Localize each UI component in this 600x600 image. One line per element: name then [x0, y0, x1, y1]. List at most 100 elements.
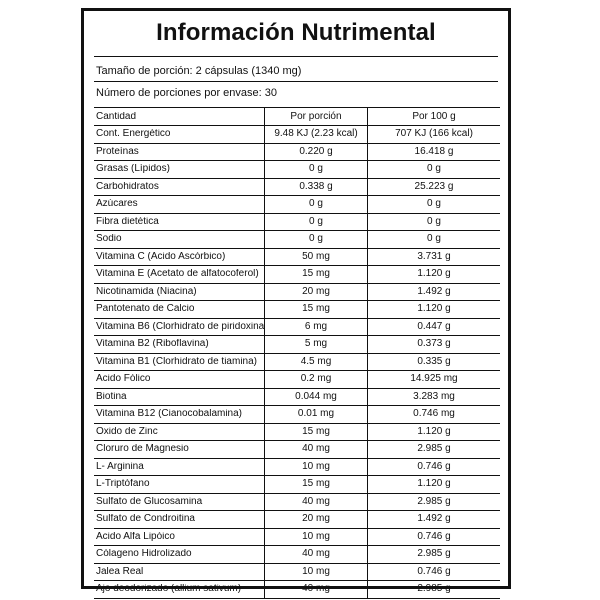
per-serving-cell: 15 mg — [264, 266, 367, 283]
table-row: Vitamina B12 (Cianocobalamina) 0.01 mg 0.7… — [94, 406, 500, 424]
nutrient-name-cell: Cont. Energético — [96, 129, 171, 140]
nutrient-name-cell: Jalea Real — [96, 566, 144, 577]
per-serving-cell: 50 mg — [264, 248, 367, 265]
header-per-serving: Por porción — [264, 108, 367, 125]
per-serving-cell: 15 mg — [264, 423, 367, 440]
nutrient-name-cell: Cólageno Hidrolizado — [96, 549, 192, 560]
nutrient-name-cell: Grasas (Lípidos) — [96, 164, 170, 175]
per-100g-cell: 1.120 g — [367, 301, 500, 318]
servings-per-container: Número de porciones por envase: 30 — [96, 87, 277, 99]
per-serving-cell: 15 mg — [264, 476, 367, 493]
per-100g-cell: 1.492 g — [367, 511, 500, 528]
per-100g-cell: 0 g — [367, 196, 500, 213]
per-100g-cell: 0.746 g — [367, 458, 500, 475]
per-100g-cell: 0.447 g — [367, 318, 500, 335]
nutrient-name-cell: Nicotinamida (Niacina) — [96, 286, 197, 297]
table-row: Vitamina B2 (Riboflavina) 5 mg 0.373 g — [94, 336, 500, 354]
table-row: Carbohidratos 0.338 g 25.223 g — [94, 178, 500, 196]
nutrient-name-cell: Vitamina E (Acetato de alfatocoferol) — [96, 269, 259, 280]
per-100g-cell: 1.120 g — [367, 423, 500, 440]
header-per-100g: Por 100 g — [367, 108, 500, 125]
per-100g-cell: 2.985 g — [367, 493, 500, 510]
table-row: Oxido de Zinc 15 mg 1.120 g — [94, 423, 500, 441]
nutrient-name-cell: Vitamina B6 (Clorhidrato de piridoxina) — [96, 321, 264, 332]
per-100g-cell: 3.283 mg — [367, 388, 500, 405]
nutrient-name-cell: Proteínas — [96, 146, 139, 157]
nutrient-name-cell: L- Arginina — [96, 461, 144, 472]
per-serving-cell: 10 mg — [264, 458, 367, 475]
table-row: L-Triptófano 15 mg 1.120 g — [94, 476, 500, 494]
table-row: Nicotinamida (Niacina) 20 mg 1.492 g — [94, 283, 500, 301]
table-row: Sulfato de Glucosamina 40 mg 2.985 g — [94, 493, 500, 511]
per-100g-cell: 2.985 g — [367, 546, 500, 563]
table-row: Cólageno Hidrolizado 40 mg 2.985 g — [94, 546, 500, 564]
nutrient-name-cell: Vitamina C (Ácido Ascórbico) — [96, 251, 226, 262]
per-100g-cell: 1.492 g — [367, 283, 500, 300]
nutrient-name-cell: Pantotenato de Calcio — [96, 304, 195, 315]
per-serving-cell: 15 mg — [264, 301, 367, 318]
per-100g-cell: 0 g — [367, 161, 500, 178]
table-row: Cont. Energético 9.48 KJ (2.23 kcal) 707 K… — [94, 126, 500, 144]
header-quantity: Cantidad — [96, 111, 137, 122]
table-header-row: Cantidad Por porción Por 100 g — [94, 108, 500, 126]
per-100g-cell: 16.418 g — [367, 143, 500, 160]
per-serving-cell: 5 mg — [264, 336, 367, 353]
table-row: Ácido Fólico 0.2 mg 14.925 mg — [94, 371, 500, 389]
nutrient-name-cell: Oxido de Zinc — [96, 426, 158, 437]
nutrient-name-cell: Cloruro de Magnesio — [96, 444, 189, 455]
per-serving-cell: 0 g — [264, 161, 367, 178]
per-100g-cell: 0.746 g — [367, 528, 500, 545]
panel-title: Información Nutrimental — [156, 19, 436, 46]
per-serving-cell: 0 g — [264, 213, 367, 230]
table-row: Ácido Alfa Lipóico 10 mg 0.746 g — [94, 528, 500, 546]
per-serving-cell: 0 g — [264, 231, 367, 248]
per-serving-cell: 0 g — [264, 196, 367, 213]
nutrient-name-cell: L-Triptófano — [96, 479, 150, 490]
per-100g-cell: 0 g — [367, 213, 500, 230]
table-row: Jalea Real 10 mg 0.746 g — [94, 563, 500, 581]
title-divider — [94, 56, 498, 57]
table-row: Cloruro de Magnesio 40 mg 2.985 g — [94, 441, 500, 459]
per-100g-cell: 0.746 g — [367, 563, 500, 580]
per-serving-cell: 10 mg — [264, 563, 367, 580]
table-row: Vitamina B1 (Clorhidrato de tiamina) 4.5 … — [94, 353, 500, 371]
per-100g-cell: 1.120 g — [367, 266, 500, 283]
per-serving-cell: 10 mg — [264, 528, 367, 545]
per-100g-cell: 2.985 g — [367, 581, 500, 598]
nutrient-name-cell: Vitamina B2 (Riboflavina) — [96, 339, 209, 350]
nutrient-name-cell: Sodio — [96, 234, 122, 245]
per-100g-cell: 0.746 mg — [367, 406, 500, 423]
per-serving-cell: 40 mg — [264, 581, 367, 598]
per-100g-cell: 0 g — [367, 231, 500, 248]
nutrient-name-cell: Carbohidratos — [96, 181, 159, 192]
nutrient-name-cell: Fibra dietética — [96, 216, 159, 227]
per-serving-cell: 40 mg — [264, 441, 367, 458]
per-serving-cell: 20 mg — [264, 283, 367, 300]
table-row: Vitamina B6 (Clorhidrato de piridoxina) 6… — [94, 318, 500, 336]
per-serving-cell: 20 mg — [264, 511, 367, 528]
nutrient-name-cell: Biotina — [96, 391, 127, 402]
nutrient-name-cell: Ácido Fólico — [96, 374, 151, 385]
per-serving-cell: 0.044 mg — [264, 388, 367, 405]
per-serving-cell: 40 mg — [264, 493, 367, 510]
serving-size: Tamaño de porción: 2 cápsulas (1340 mg) — [96, 65, 302, 77]
table-row: Vitamina E (Acetato de alfatocoferol) 15 … — [94, 266, 500, 284]
per-serving-cell: 9.48 KJ (2.23 kcal) — [264, 126, 367, 143]
nutrient-name-cell: Sulfato de Glucosamina — [96, 496, 203, 507]
per-serving-cell: 0.2 mg — [264, 371, 367, 388]
table-row: Ajo deodorizado (allium sativum) 40 mg 2.9… — [94, 581, 500, 599]
nutrient-name-cell: Vitamina B12 (Cianocobalamina) — [96, 409, 243, 420]
per-100g-cell: 14.925 mg — [367, 371, 500, 388]
nutrient-name-cell: Ácido Alfa Lipóico — [96, 531, 175, 542]
per-100g-cell: 0.335 g — [367, 353, 500, 370]
per-serving-cell: 40 mg — [264, 546, 367, 563]
per-100g-cell: 707 KJ (166 kcal) — [367, 126, 500, 143]
per-100g-cell: 1.120 g — [367, 476, 500, 493]
per-serving-cell: 0.338 g — [264, 178, 367, 195]
serving-divider — [94, 81, 498, 82]
nutrient-name-cell: Ajo deodorizado (allium sativum) — [96, 584, 242, 595]
per-serving-cell: 0.01 mg — [264, 406, 367, 423]
